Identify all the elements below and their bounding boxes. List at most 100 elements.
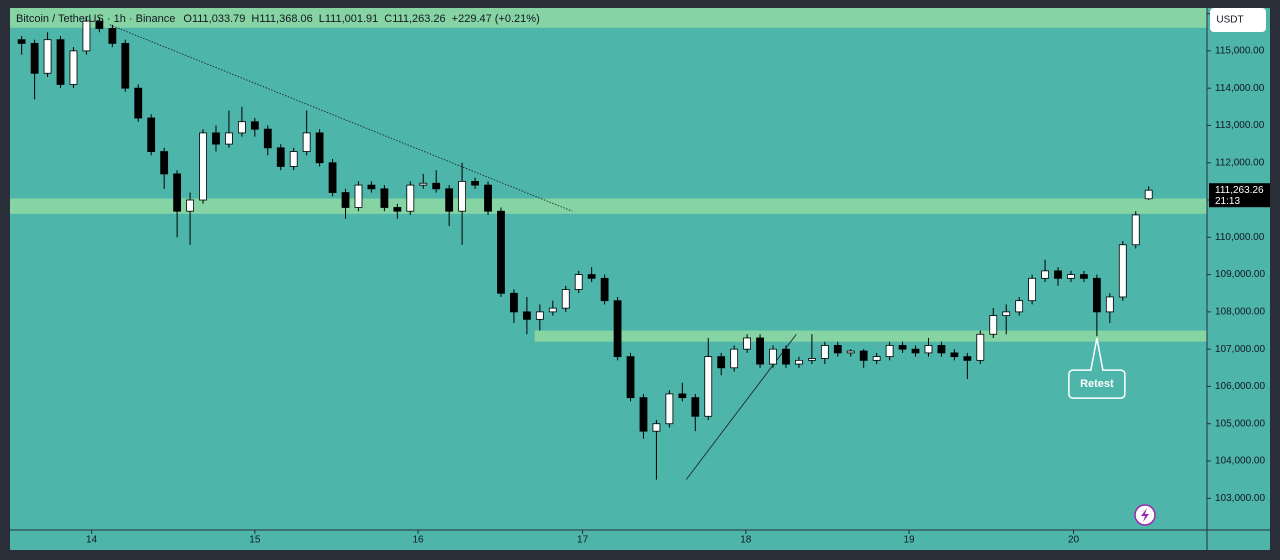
candle-body (160, 151, 169, 175)
y-tick-label: 107,000.00 (1215, 344, 1265, 355)
zone (534, 330, 1207, 342)
candle-body (743, 337, 752, 350)
candle-body (1080, 274, 1088, 279)
x-tick-label: 15 (249, 535, 261, 546)
candle-body (691, 397, 700, 417)
candle-body (820, 345, 829, 359)
x-tick-label: 19 (903, 535, 915, 546)
candle-body (859, 350, 868, 361)
candle-body (963, 356, 972, 361)
candle-body (639, 397, 648, 432)
candle-body (1092, 277, 1101, 313)
candle-body (717, 356, 726, 369)
trendlines (109, 24, 797, 480)
candle-body (600, 277, 609, 302)
candle-body (704, 356, 713, 417)
candle-body (458, 180, 467, 212)
candle-body (432, 182, 441, 190)
candle-body (1041, 270, 1049, 279)
candle-body (212, 132, 220, 145)
candle-body (522, 311, 531, 320)
currency-button[interactable] (1210, 8, 1266, 32)
readout-value: C111,263.26 (384, 13, 445, 25)
candle-body (911, 348, 920, 354)
trendline (685, 333, 797, 480)
candle-body (1131, 214, 1140, 246)
candle-body (134, 87, 143, 119)
y-tick-label: 103,000.00 (1215, 493, 1265, 504)
candle-body (1067, 274, 1075, 279)
readout-value: +229.47 (+0.21%) (452, 13, 540, 25)
y-tick-label: 108,000.00 (1215, 307, 1265, 318)
candle-body (82, 20, 91, 52)
candle-body (846, 350, 855, 354)
candle-body (237, 121, 246, 134)
candle-body (1105, 296, 1114, 313)
candle-body (613, 300, 622, 358)
candle-body (989, 315, 998, 335)
candle-body (484, 184, 492, 212)
candle-body (69, 50, 78, 85)
candle-body (950, 352, 959, 358)
x-tick-label: 17 (577, 535, 589, 546)
candle-body (186, 199, 194, 212)
candle-body (30, 43, 39, 74)
ohlc-readout: O111,033.79 H111,368.06 L111,001.91 C111,26… (183, 13, 539, 25)
candle-body (302, 132, 311, 152)
y-tick-label: 114,000.00 (1215, 83, 1265, 94)
y-tick-label: 106,000.00 (1215, 381, 1265, 392)
x-tick-label: 18 (740, 535, 752, 546)
candles (17, 17, 1153, 480)
readout-value: L111,001.91 (319, 13, 379, 25)
candle-body (225, 132, 233, 145)
candle-body (289, 151, 298, 167)
candle-body (380, 188, 389, 208)
y-tick-label: 105,000.00 (1215, 418, 1265, 429)
candle-body (1144, 189, 1153, 200)
candle-body (833, 345, 842, 354)
candle-body (587, 274, 596, 279)
zone (10, 198, 1207, 214)
candle-body (354, 184, 363, 208)
x-tick-label: 20 (1068, 535, 1080, 546)
candle-body (535, 311, 544, 320)
candle-body (263, 128, 272, 149)
candle-body (406, 184, 415, 212)
candle-body (976, 333, 985, 361)
candle-body (419, 182, 428, 186)
candle-body (95, 20, 104, 29)
candle-body (795, 359, 803, 365)
callout (1068, 337, 1126, 399)
candle-body (665, 393, 674, 425)
candle-body (341, 192, 350, 208)
x-tick-label: 16 (413, 535, 425, 546)
price-tag-box (1209, 183, 1270, 208)
candle-body (315, 132, 324, 164)
candle-body (548, 307, 557, 313)
candle-body (1028, 277, 1037, 302)
annotation: Retest (1068, 337, 1126, 399)
y-tick-label: 115,000.00 (1215, 46, 1265, 57)
currency-label: USDT (1216, 15, 1243, 26)
candle-body (250, 121, 259, 130)
candle-body (1054, 270, 1062, 279)
y-tick-label: 109,000.00 (1215, 269, 1265, 280)
candle-body (652, 423, 661, 432)
candle-body (807, 358, 816, 361)
candle-body (872, 356, 881, 361)
candle-body (393, 207, 402, 212)
candle-body (328, 162, 337, 193)
candle-body (445, 188, 454, 212)
candle-body (121, 43, 130, 89)
candle-body (367, 184, 376, 190)
candle-body (924, 345, 933, 354)
candle-body (56, 39, 65, 85)
candle-body (497, 210, 505, 294)
price-tag-label: 111,263.26 (1215, 185, 1264, 196)
candle-body (898, 345, 907, 350)
candle-body (1015, 300, 1024, 313)
candle-body (147, 117, 156, 152)
y-tick-label: 113,000.00 (1215, 120, 1265, 131)
